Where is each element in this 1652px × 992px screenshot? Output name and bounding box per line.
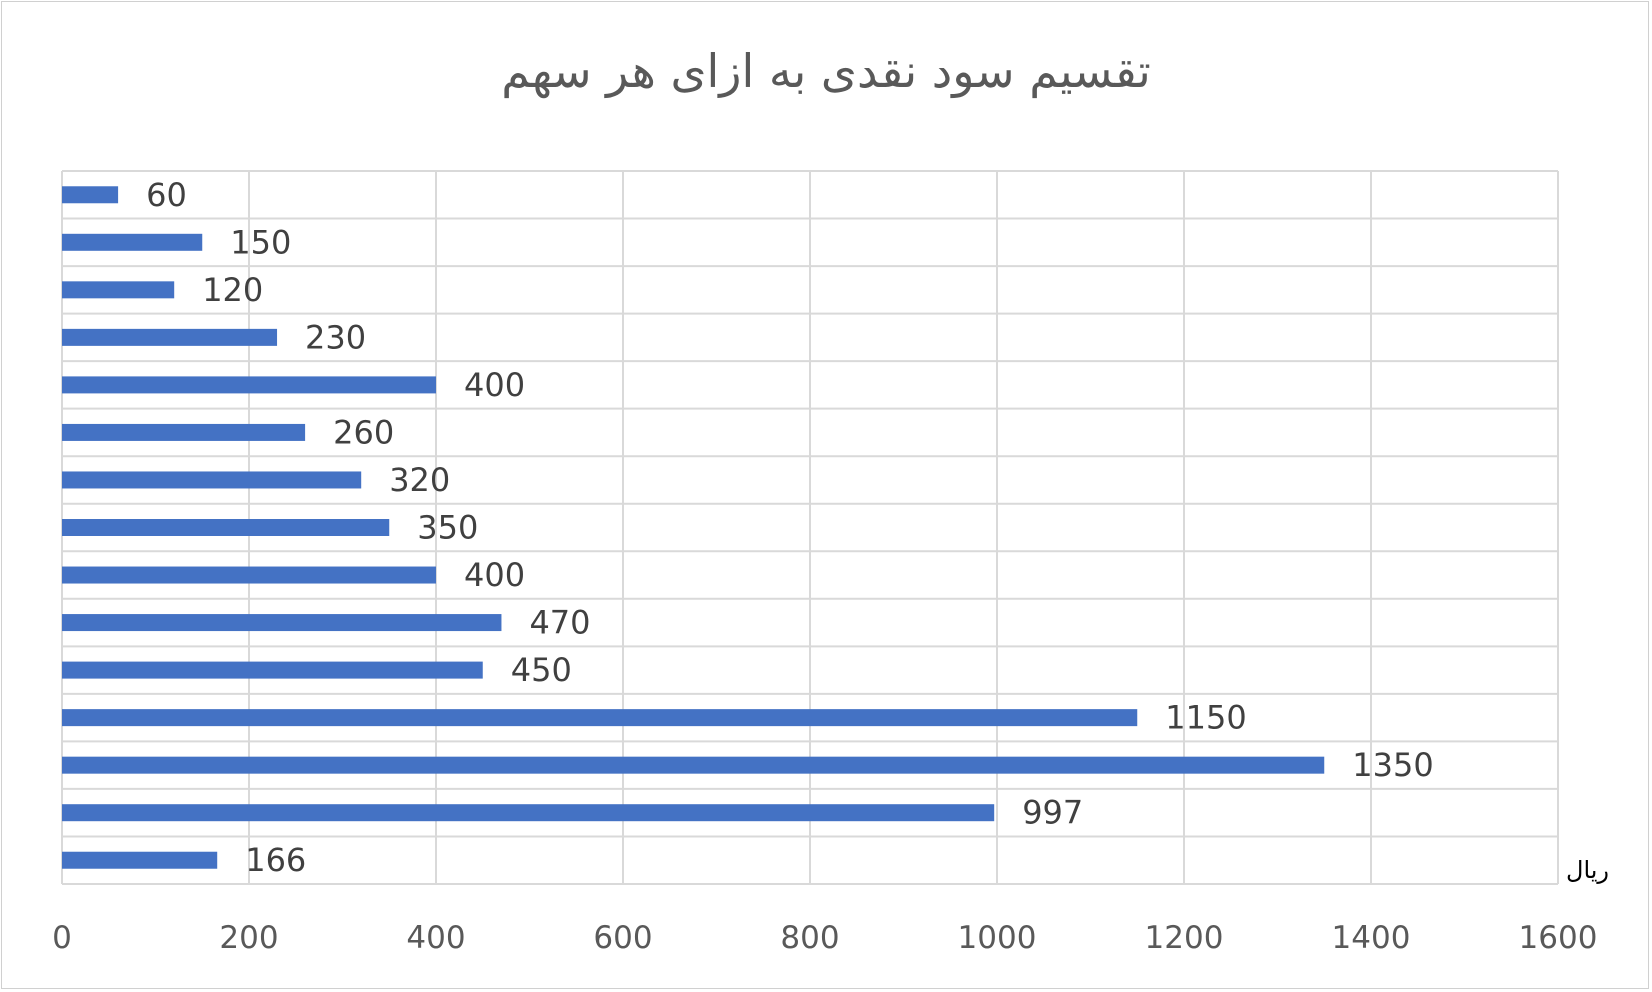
data-label: 470 [529,604,590,642]
bar [62,281,175,299]
data-label: 1150 [1165,699,1246,737]
bars [62,186,1325,869]
bar [62,851,218,869]
data-label: 997 [1022,794,1083,832]
x-axis-tick-labels: 0 200 400 600 800 1000 1200 1400 1600 [52,920,1597,956]
data-labels: 6015012023040026032035040047045011501350… [146,176,1434,879]
bar [62,804,995,822]
data-label: 450 [511,651,572,689]
bar [62,614,502,632]
x-tick-label: 1600 [1519,920,1598,956]
data-label: 166 [245,841,306,879]
data-label: 320 [389,461,450,499]
bar [62,376,436,394]
x-tick-label: 400 [406,920,465,956]
unit-label: ریال [1566,856,1610,884]
bar [62,328,278,346]
bar [62,471,362,489]
x-tick-label: 0 [52,920,72,956]
grid-lines [61,170,1559,885]
data-label: 60 [146,176,187,214]
bar [62,423,306,441]
bar [62,661,483,679]
chart-title: تقسیم سود نقدی به ازای هر سهم [501,44,1151,98]
data-label: 400 [464,366,525,404]
x-tick-label: 1400 [1332,920,1411,956]
bar [62,519,390,536]
data-label: 150 [230,223,291,261]
x-tick-label: 800 [780,920,839,956]
data-label: 260 [333,413,394,451]
bar [62,756,1325,774]
x-tick-label: 1000 [958,920,1037,956]
data-label: 350 [417,509,478,547]
bar [62,186,119,204]
data-label: 400 [464,556,525,594]
bar [62,709,1138,727]
data-label: 230 [305,318,366,356]
bar [62,566,436,584]
data-label: 120 [202,271,263,309]
bar [62,233,203,251]
x-tick-label: 200 [219,920,278,956]
data-label: 1350 [1352,746,1433,784]
x-tick-label: 1200 [1145,920,1224,956]
x-tick-label: 600 [593,920,652,956]
